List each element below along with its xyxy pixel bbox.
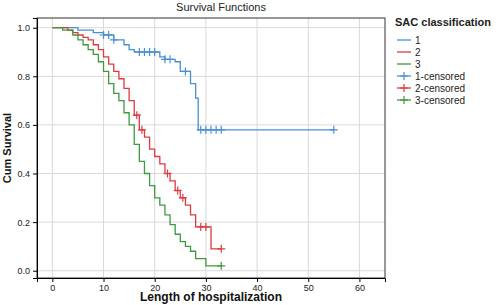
censored-marker: [110, 36, 118, 44]
censored-marker: [217, 262, 225, 270]
x-tick-mark: [155, 278, 156, 282]
y-axis-title: Cum Survival: [1, 113, 13, 183]
x-tick: 10: [99, 278, 109, 293]
y-tick-mark: [33, 28, 37, 29]
legend: SAC classification 1231-censored2-censore…: [395, 16, 491, 106]
marks: [52, 28, 337, 270]
y-tick-label: 0.4: [17, 169, 30, 179]
survival-curve: [52, 28, 333, 130]
x-tick-mark: [308, 278, 309, 282]
x-tick-mark: [206, 278, 207, 282]
x-tick-label: 10: [99, 283, 109, 293]
grid-line-y: [37, 173, 385, 174]
x-tick-mark: [257, 278, 258, 282]
survival-curve: [52, 28, 221, 266]
censored-marker: [217, 126, 225, 134]
y-tick-mark: [33, 174, 37, 175]
legend-marker: [400, 84, 408, 92]
x-tick-mark: [52, 278, 53, 282]
censored-marker: [151, 48, 159, 56]
censored-marker: [217, 245, 225, 253]
censored-marker: [105, 31, 113, 39]
censored-marker: [202, 223, 210, 231]
censored-marker: [179, 194, 187, 202]
title: Survival Functions: [176, 1, 266, 13]
grid-line-y: [37, 27, 385, 28]
y-tick: 0.8: [17, 72, 37, 82]
y-tick-label: 0.8: [17, 72, 30, 82]
y-tick-label: 0.6: [17, 120, 30, 130]
legend-label: 1-censored: [415, 71, 465, 82]
legend-label: 1: [415, 35, 421, 46]
y-tick-mark: [33, 222, 37, 223]
y-tick: 0.4: [17, 169, 37, 179]
x-tick-label: 0: [50, 283, 55, 293]
y-tick-mark: [33, 76, 37, 77]
y-tick-mark: [33, 271, 37, 272]
x-axis-title: Length of hospitalization: [140, 290, 282, 304]
grid: [37, 18, 385, 278]
y-tick-mark: [33, 125, 37, 126]
x-tick-label: 50: [304, 283, 314, 293]
chart: 01020304050600.00.20.40.60.81.0Survival …: [0, 0, 500, 305]
legend-label: 2-censored: [415, 83, 465, 94]
censored-marker: [330, 126, 338, 134]
censored-marker: [181, 67, 189, 75]
legend-title: SAC classification: [395, 16, 491, 28]
x-tick: 0: [50, 278, 55, 293]
legend-swatch: [397, 39, 411, 40]
censored-marker: [133, 111, 141, 119]
censored-marker: [164, 170, 172, 178]
grid-line-y: [37, 222, 385, 223]
y-axis: 0.0 0.2 0.4 0.6 0.8 1.0: [17, 19, 37, 279]
legend-label: 3-censored: [415, 95, 465, 106]
x-tick-label: 60: [355, 283, 365, 293]
grid-line-x: [52, 18, 53, 278]
y-tick: 1.0: [17, 23, 37, 33]
y-tick-label: 0.2: [17, 217, 30, 227]
censored-marker: [174, 187, 182, 195]
grid-line-x: [154, 18, 155, 278]
grid-line-x: [308, 18, 309, 278]
legend-marker: [400, 72, 408, 80]
y-tick-label: 0.0: [17, 266, 30, 276]
y-tick: 0.0: [17, 266, 37, 276]
grid-line-x: [359, 18, 360, 278]
censored-marker: [138, 126, 146, 134]
y-tick: 0.2: [17, 217, 37, 227]
legend-label: 3: [415, 59, 421, 70]
grid-line-y: [37, 76, 385, 77]
y-axis-line: [33, 19, 38, 279]
y-tick-label: 1.0: [17, 23, 30, 33]
censored-marker: [166, 55, 174, 63]
x-tick: 60: [355, 278, 365, 293]
grid-line-x: [257, 18, 258, 278]
y-tick: 0.6: [17, 120, 37, 130]
grid-line-x: [205, 18, 206, 278]
x-tick: 50: [304, 278, 314, 293]
x-tick-mark: [359, 278, 360, 282]
legend-label: 2: [415, 47, 421, 58]
plot-frame: [37, 18, 385, 278]
legend-marker: [400, 96, 408, 104]
survival-curve: [52, 28, 221, 249]
x-axis-line: [38, 279, 386, 283]
grid-line-y: [37, 124, 385, 125]
grid-line-y: [37, 270, 385, 271]
legend-swatch: [397, 63, 411, 64]
legend-swatch: [397, 51, 411, 52]
x-tick-mark: [104, 278, 105, 282]
